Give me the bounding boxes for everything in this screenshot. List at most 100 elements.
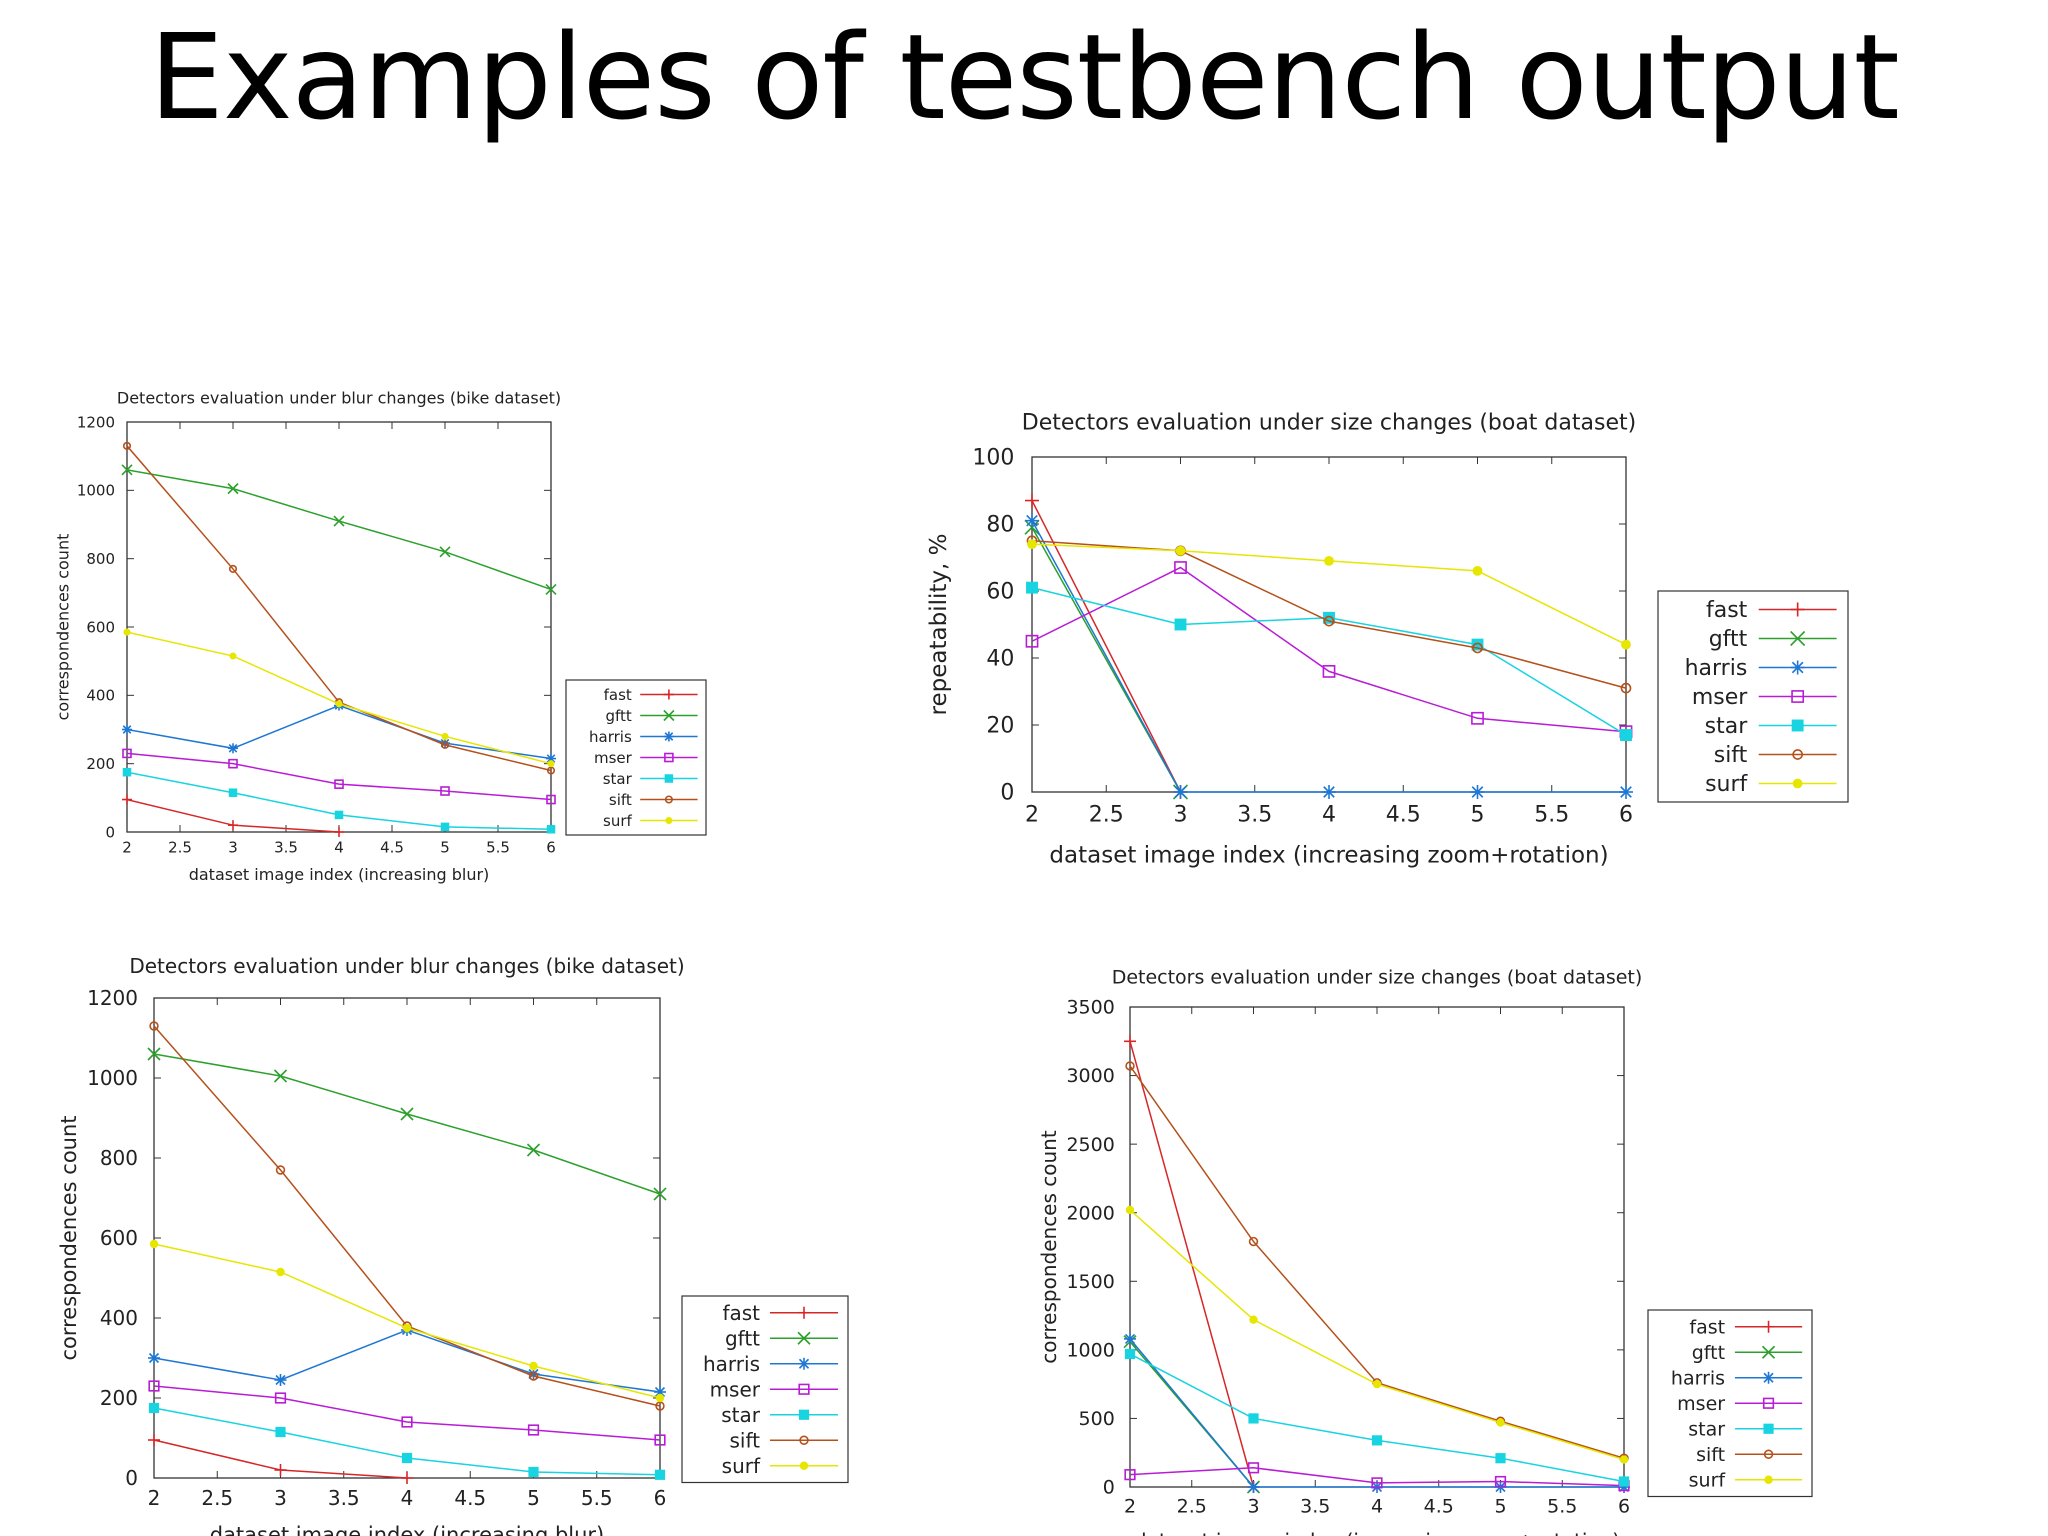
legend-item-fast: fast bbox=[604, 686, 698, 704]
fast-point bbox=[663, 689, 674, 700]
legend-label: sift bbox=[1696, 1444, 1725, 1466]
x-tick-label: 3 bbox=[1247, 1496, 1259, 1518]
gftt-point bbox=[1761, 1345, 1776, 1359]
series-mser bbox=[122, 748, 556, 805]
legend-item-surf: surf bbox=[1705, 772, 1837, 797]
plot-frame bbox=[126, 421, 552, 833]
legend-label: gftt bbox=[1709, 627, 1748, 652]
legend-label: fast bbox=[722, 1301, 760, 1325]
series-surf bbox=[123, 628, 555, 768]
harris-point bbox=[1124, 1332, 1136, 1345]
fast-point bbox=[334, 827, 344, 837]
surf-point bbox=[335, 700, 343, 708]
legend-label: star bbox=[1705, 714, 1749, 739]
mser-point bbox=[546, 794, 556, 805]
series-line-sift bbox=[126, 445, 552, 772]
star-point bbox=[1026, 581, 1038, 594]
legend-label: star bbox=[603, 770, 633, 788]
series-surf bbox=[149, 1239, 665, 1403]
legend-item-surf: surf bbox=[603, 812, 698, 830]
y-tick-label: 0 bbox=[105, 823, 115, 841]
star-point bbox=[1791, 719, 1804, 732]
legend-label: gftt bbox=[605, 707, 631, 725]
x-tick-label: 3.5 bbox=[1300, 1496, 1330, 1518]
surf-point bbox=[1792, 778, 1803, 789]
y-tick-label: 200 bbox=[100, 1386, 138, 1410]
mser-point bbox=[1471, 711, 1484, 725]
y-tick-label: 0 bbox=[1000, 781, 1014, 806]
series-line-star bbox=[153, 1407, 661, 1476]
legend-label: fast bbox=[1689, 1316, 1725, 1338]
harris-point bbox=[1762, 1371, 1775, 1384]
x-tick-label: 2 bbox=[148, 1486, 161, 1510]
legend-label: surf bbox=[1689, 1469, 1727, 1491]
sift-point bbox=[1472, 642, 1483, 654]
x-tick-label: 3.5 bbox=[328, 1486, 360, 1510]
series-line-gftt bbox=[153, 1053, 661, 1195]
series-gftt bbox=[121, 464, 557, 595]
fast-point bbox=[1025, 493, 1039, 508]
harris-point bbox=[1322, 785, 1336, 799]
legend-label: star bbox=[721, 1403, 761, 1427]
series-line-harris bbox=[153, 1329, 661, 1393]
mser-point bbox=[1124, 1469, 1136, 1481]
surf-point bbox=[276, 1267, 285, 1277]
legend-item-mser: mser bbox=[1677, 1393, 1803, 1415]
sift-point bbox=[1763, 1449, 1774, 1459]
legend-label: harris bbox=[589, 728, 632, 746]
x-tick-label: 3 bbox=[274, 1486, 287, 1510]
legend-item-sift: sift bbox=[730, 1428, 839, 1452]
star-point bbox=[1620, 729, 1632, 741]
x-axis-label: dataset image index (increasing blur) bbox=[189, 865, 490, 884]
x-axis-label: dataset image index (increasing zoom+rot… bbox=[1049, 842, 1608, 868]
legend-item-surf: surf bbox=[1689, 1469, 1803, 1491]
series-mser bbox=[148, 1380, 666, 1446]
series-line-surf bbox=[126, 631, 552, 765]
legend-item-sift: sift bbox=[609, 791, 698, 809]
surf-point bbox=[529, 1361, 538, 1371]
gftt-point bbox=[439, 546, 451, 558]
surf-point bbox=[1175, 545, 1186, 556]
sift-point bbox=[122, 441, 132, 450]
series-harris bbox=[122, 700, 556, 764]
series-star bbox=[122, 767, 556, 834]
chart-blur-large: Detectors evaluation under blur changes … bbox=[57, 954, 849, 1536]
x-tick-label: 5 bbox=[1494, 1496, 1506, 1518]
series-line-mser bbox=[153, 1385, 661, 1441]
fast-point bbox=[1124, 1035, 1136, 1048]
plot-frame bbox=[153, 997, 661, 1479]
y-tick-label: 1500 bbox=[1066, 1271, 1114, 1293]
gftt-point bbox=[147, 1047, 161, 1061]
star-point bbox=[1174, 618, 1187, 631]
legend-item-star: star bbox=[721, 1403, 839, 1427]
legend-label: mser bbox=[1692, 685, 1748, 710]
x-tick-label: 6 bbox=[546, 838, 556, 856]
legend-label: gftt bbox=[1692, 1342, 1725, 1364]
series-line-sift bbox=[1031, 540, 1627, 689]
surf-point bbox=[1764, 1475, 1773, 1484]
legend-item-star: star bbox=[1688, 1418, 1803, 1440]
series-surf bbox=[1027, 539, 1631, 650]
sift-point bbox=[275, 1165, 286, 1175]
mser-point bbox=[1247, 1462, 1260, 1474]
star-point bbox=[1618, 1476, 1630, 1487]
y-tick-label: 3000 bbox=[1066, 1065, 1114, 1087]
x-tick-label: 2.5 bbox=[1177, 1496, 1207, 1518]
x-tick-label: 2.5 bbox=[168, 838, 192, 856]
chart-size-count: Detectors evaluation under size changes … bbox=[1037, 966, 1813, 1536]
star-point bbox=[1371, 1435, 1383, 1446]
harris-point bbox=[663, 731, 674, 742]
fast-point bbox=[122, 794, 132, 805]
mser-point bbox=[228, 758, 238, 769]
fast-point bbox=[798, 1306, 811, 1319]
legend-item-mser: mser bbox=[1692, 685, 1837, 710]
mser-point bbox=[401, 1416, 413, 1428]
gftt-point bbox=[545, 583, 557, 595]
series-line-harris bbox=[126, 704, 552, 760]
gftt-point bbox=[227, 483, 239, 495]
fast-point bbox=[148, 1434, 160, 1446]
surf-point bbox=[799, 1461, 809, 1470]
x-tick-label: 2.5 bbox=[201, 1486, 233, 1510]
surf-point bbox=[229, 652, 237, 660]
legend-item-star: star bbox=[603, 770, 698, 788]
